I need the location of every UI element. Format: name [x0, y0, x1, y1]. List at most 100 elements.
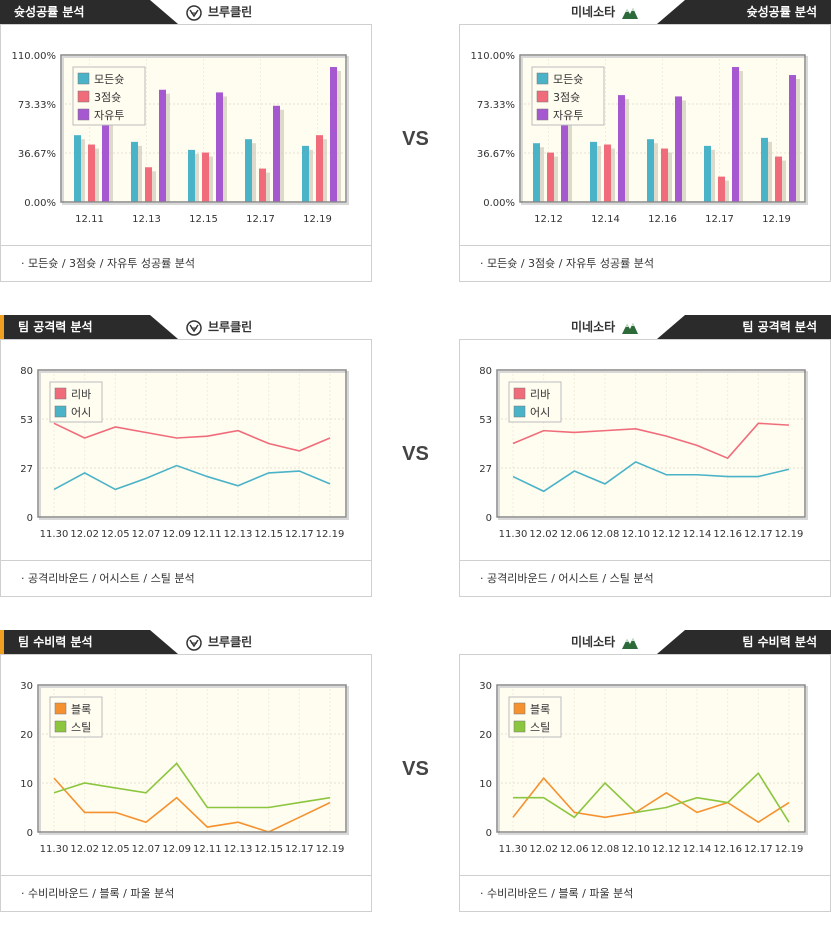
- legend-label: 3점슛: [553, 91, 580, 104]
- x-tick-label: 12.08: [591, 844, 620, 855]
- plot-frame: [37, 369, 347, 518]
- y-tick-label: 10: [479, 779, 492, 790]
- bar-shadow: [92, 148, 99, 202]
- bar: [789, 75, 796, 202]
- y-tick-label: 0: [27, 513, 33, 524]
- legend-swatch: [536, 72, 549, 85]
- x-tick-label: 12.19: [775, 529, 804, 540]
- team-name-right: 미네소타: [571, 315, 639, 339]
- x-tick-label: 12.14: [591, 214, 620, 225]
- legend-swatch: [54, 405, 67, 418]
- legend-label: 리바: [530, 388, 550, 401]
- x-tick-label: 12.19: [316, 844, 345, 855]
- plot-shadow: [498, 686, 808, 835]
- bar: [259, 168, 266, 202]
- legend-swatch: [77, 72, 90, 85]
- team-name-text: 미네소타: [571, 5, 616, 19]
- y-tick-label: 53: [479, 415, 492, 426]
- series-line: [53, 464, 331, 491]
- bar-shadow: [722, 180, 729, 202]
- y-tick-label: 0: [27, 828, 33, 839]
- x-tick-label: 12.17: [285, 844, 314, 855]
- x-tick-label: 12.14: [683, 529, 712, 540]
- x-tick-label: 12.12: [534, 214, 563, 225]
- x-tick-label: 12.11: [193, 529, 222, 540]
- bar-shadow: [736, 71, 743, 202]
- bar: [188, 149, 195, 202]
- legend-swatch: [54, 720, 67, 733]
- y-tick-label: 53: [20, 415, 33, 426]
- section-title: 팀 공격력 분석: [0, 315, 178, 339]
- bar-shadow: [78, 139, 85, 202]
- legend-label: 자유투: [553, 109, 583, 122]
- x-tick-label: 12.07: [132, 529, 161, 540]
- y-tick-label: 0.00%: [24, 198, 56, 209]
- bar-chart: 0.00% 36.67% 73.33% 110.00% 12.12 12.14 12.16 1…: [471, 51, 808, 225]
- x-tick-label: 11.30: [40, 529, 69, 540]
- bar: [661, 148, 668, 202]
- x-tick-label: 12.13: [132, 214, 161, 225]
- y-tick-label: 30: [479, 681, 492, 692]
- bar: [775, 156, 782, 202]
- x-tick-label: 12.17: [705, 214, 734, 225]
- series-line: [53, 777, 331, 833]
- team-name-text: 브루클린: [208, 635, 253, 649]
- x-tick-label: 12.07: [132, 844, 161, 855]
- chart-panel-left: 0 10 20 30 11.30 12.02 12.05 12.07 12.09 12.11 12.…: [0, 654, 372, 912]
- x-tick-label: 12.13: [224, 529, 253, 540]
- bar: [88, 144, 95, 202]
- bar: [159, 89, 166, 202]
- x-tick-label: 12.05: [101, 844, 130, 855]
- legend-label: 3점슛: [94, 91, 121, 104]
- chart-panel-left: 0.00% 36.67% 73.33% 110.00% 12.11 12.13 12.15 1…: [0, 24, 372, 282]
- bar-shadow: [679, 100, 686, 202]
- section-title: 슛성공률 분석: [0, 0, 178, 24]
- x-tick-label: 12.02: [70, 529, 99, 540]
- legend-swatch: [513, 387, 526, 400]
- x-tick-label: 12.19: [775, 844, 804, 855]
- legend-swatch: [536, 90, 549, 103]
- section-title: 슛성공률 분석: [657, 0, 831, 24]
- bar: [216, 92, 223, 202]
- y-tick-label: 80: [20, 366, 33, 377]
- header-left: 팀 수비력 분석 브루클린: [0, 630, 372, 654]
- bar-shadow: [277, 109, 284, 202]
- bar-shadow: [779, 160, 786, 202]
- legend-swatch: [77, 108, 90, 121]
- header-right: 미네소타 팀 수비력 분석: [459, 630, 831, 654]
- x-tick-label: 12.16: [713, 529, 742, 540]
- bar-shadow: [220, 96, 227, 202]
- x-tick-label: 12.16: [648, 214, 677, 225]
- x-tick-label: 12.11: [75, 214, 104, 225]
- bar-shadow: [306, 149, 313, 202]
- legend-label: 어시: [530, 406, 550, 419]
- x-tick-label: 12.17: [285, 529, 314, 540]
- x-tick-label: 12.15: [254, 529, 283, 540]
- x-tick-label: 12.19: [316, 529, 345, 540]
- bar: [675, 96, 682, 202]
- y-tick-label: 36.67%: [18, 149, 56, 160]
- bar: [245, 139, 252, 202]
- bar: [273, 105, 280, 202]
- team-name-left: 브루클린: [186, 630, 252, 654]
- bar-shadow: [793, 79, 800, 202]
- y-tick-label: 0.00%: [483, 198, 515, 209]
- chart-caption: · 공격리바운드 / 어시스트 / 스틸 분석: [1, 560, 371, 596]
- legend-label: 모든슛: [553, 73, 583, 86]
- header-left: 팀 공격력 분석 브루클린: [0, 315, 372, 339]
- chart-panel-right: 0 27 53 80 11.30 12.02 12.06 12.08 12.10 12.12 12.…: [459, 339, 831, 597]
- bar: [302, 145, 309, 202]
- series-line: [512, 422, 790, 460]
- bar-shadow: [708, 149, 715, 202]
- bar: [561, 116, 568, 202]
- x-tick-label: 12.10: [621, 844, 650, 855]
- bar-shadow: [192, 153, 199, 202]
- x-tick-label: 12.13: [224, 844, 253, 855]
- bar-shadow: [135, 145, 142, 202]
- bar-shadow: [765, 141, 772, 202]
- series-line: [53, 422, 331, 452]
- team-name-left: 브루클린: [186, 0, 252, 24]
